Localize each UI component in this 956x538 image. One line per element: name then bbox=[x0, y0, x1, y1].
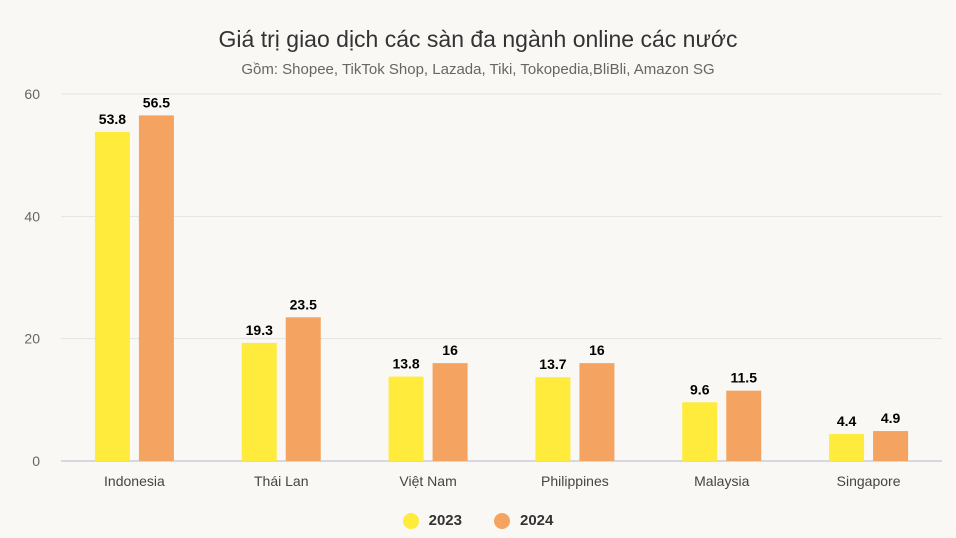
bar-2023-việt-nam[interactable] bbox=[388, 376, 424, 461]
data-label-2024-malaysia: 11.5 bbox=[731, 370, 758, 386]
legend-item-2024[interactable]: 2024 bbox=[494, 512, 553, 529]
legend-label-2024: 2024 bbox=[520, 512, 554, 529]
data-label-2023-việt-nam: 13.8 bbox=[392, 356, 419, 372]
chart-subtitle: Gồm: Shopee, TikTok Shop, Lazada, Tiki, … bbox=[241, 61, 715, 78]
bar-2023-malaysia[interactable] bbox=[682, 402, 718, 461]
data-label-2023-singapore: 4.4 bbox=[837, 413, 857, 429]
chart-title: Giá trị giao dịch các sàn đa ngành onlin… bbox=[218, 26, 738, 52]
data-label-2024-thái-lan: 23.5 bbox=[290, 296, 317, 312]
bar-2024-việt-nam[interactable] bbox=[432, 363, 468, 461]
x-tick-label-malaysia: Malaysia bbox=[694, 473, 749, 489]
data-label-2024-philippines: 16 bbox=[589, 342, 605, 358]
legend-item-2023[interactable]: 2023 bbox=[402, 512, 462, 529]
x-tick-label-philippines: Philippines bbox=[541, 473, 609, 489]
bar-2024-malaysia[interactable] bbox=[726, 390, 762, 461]
legend-swatch-2023 bbox=[402, 512, 419, 529]
bar-2023-indonesia[interactable] bbox=[94, 131, 130, 461]
legend-swatch-2024 bbox=[494, 512, 510, 529]
data-label-2023-philippines: 13.7 bbox=[539, 356, 566, 372]
x-tick-label-thái-lan: Thái Lan bbox=[254, 473, 308, 489]
y-tick-label-20: 20 bbox=[24, 331, 40, 347]
bar-2023-thái-lan[interactable] bbox=[241, 342, 277, 461]
bar-2023-philippines[interactable] bbox=[535, 377, 571, 461]
y-tick-label-60: 60 bbox=[24, 86, 40, 102]
bar-2024-indonesia[interactable] bbox=[138, 115, 174, 462]
data-label-2024-việt-nam: 16 bbox=[442, 342, 458, 358]
y-tick-label-0: 0 bbox=[32, 453, 40, 469]
legend-label-2023: 2023 bbox=[428, 512, 462, 529]
bar-2024-singapore[interactable] bbox=[873, 431, 909, 461]
data-label-2023-thái-lan: 19.3 bbox=[246, 322, 273, 338]
data-label-2024-singapore: 4.9 bbox=[881, 410, 901, 426]
data-label-2023-indonesia: 53.8 bbox=[99, 111, 126, 127]
bar-2023-singapore[interactable] bbox=[829, 434, 865, 461]
y-tick-label-40: 40 bbox=[24, 208, 40, 224]
x-tick-label-indonesia: Indonesia bbox=[104, 473, 165, 489]
x-tick-label-việt-nam: Việt Nam bbox=[399, 473, 456, 489]
x-tick-label-singapore: Singapore bbox=[837, 473, 901, 489]
bar-2024-thái-lan[interactable] bbox=[285, 317, 321, 461]
data-label-2024-indonesia: 56.5 bbox=[143, 94, 170, 110]
chart-legend: 2023 2024 bbox=[0, 512, 956, 529]
data-label-2023-malaysia: 9.6 bbox=[690, 381, 710, 397]
bar-2024-philippines[interactable] bbox=[579, 363, 615, 461]
